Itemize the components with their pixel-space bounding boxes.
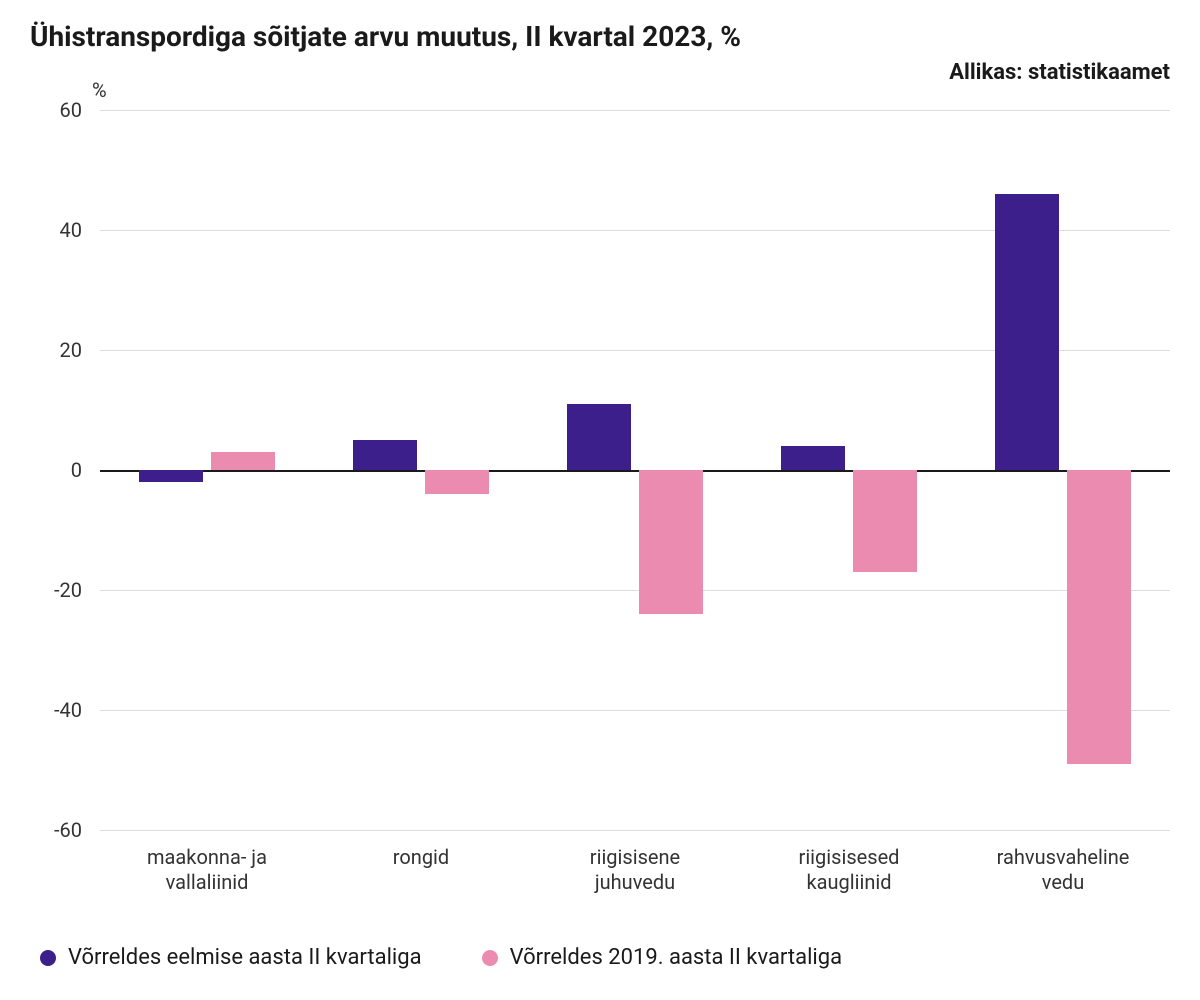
bar xyxy=(853,470,917,572)
y-tick-label: -20 xyxy=(54,578,100,602)
y-tick-label: 0 xyxy=(71,458,100,482)
bar xyxy=(353,440,417,470)
chart-source: Allikas: statistikaamet xyxy=(949,60,1170,85)
legend: Võrreldes eelmise aasta II kvartaliga Võr… xyxy=(40,945,842,970)
y-tick-label: -40 xyxy=(54,698,100,722)
x-tick-label: maakonna- ja vallaliinid xyxy=(105,845,308,895)
bar xyxy=(995,194,1059,470)
chart-title: Ühistranspordiga sõitjate arvu muutus, I… xyxy=(30,20,1170,53)
x-tick-label: rahvusvaheline vedu xyxy=(961,845,1164,895)
legend-swatch xyxy=(482,950,498,966)
legend-label: Võrreldes eelmise aasta II kvartaliga xyxy=(68,945,422,970)
x-tick-label: rongid xyxy=(319,845,522,870)
legend-label: Võrreldes 2019. aasta II kvartaliga xyxy=(510,945,843,970)
bar xyxy=(1067,470,1131,764)
legend-item: Võrreldes eelmise aasta II kvartaliga xyxy=(40,945,422,970)
x-tick-label: riigisisene juhuvedu xyxy=(533,845,736,895)
bar xyxy=(425,470,489,494)
bars-layer xyxy=(100,110,1170,830)
y-tick-label: 60 xyxy=(60,98,100,122)
legend-swatch xyxy=(40,950,56,966)
grid-line xyxy=(100,830,1170,831)
bar xyxy=(639,470,703,614)
legend-item: Võrreldes 2019. aasta II kvartaliga xyxy=(482,945,843,970)
x-tick-label: riigisisesed kaugliinid xyxy=(747,845,950,895)
y-tick-label: 20 xyxy=(60,338,100,362)
bar xyxy=(139,470,203,482)
y-tick-label: -60 xyxy=(54,818,100,842)
bar xyxy=(781,446,845,470)
x-axis-labels: maakonna- ja vallaliinid rongid riigisisen… xyxy=(100,845,1170,905)
chart-container: Ühistranspordiga sõitjate arvu muutus, I… xyxy=(0,0,1200,1000)
bar xyxy=(211,452,275,470)
y-tick-label: 40 xyxy=(60,218,100,242)
bar xyxy=(567,404,631,470)
plot-area: % -60-40-200204060 xyxy=(100,110,1170,830)
